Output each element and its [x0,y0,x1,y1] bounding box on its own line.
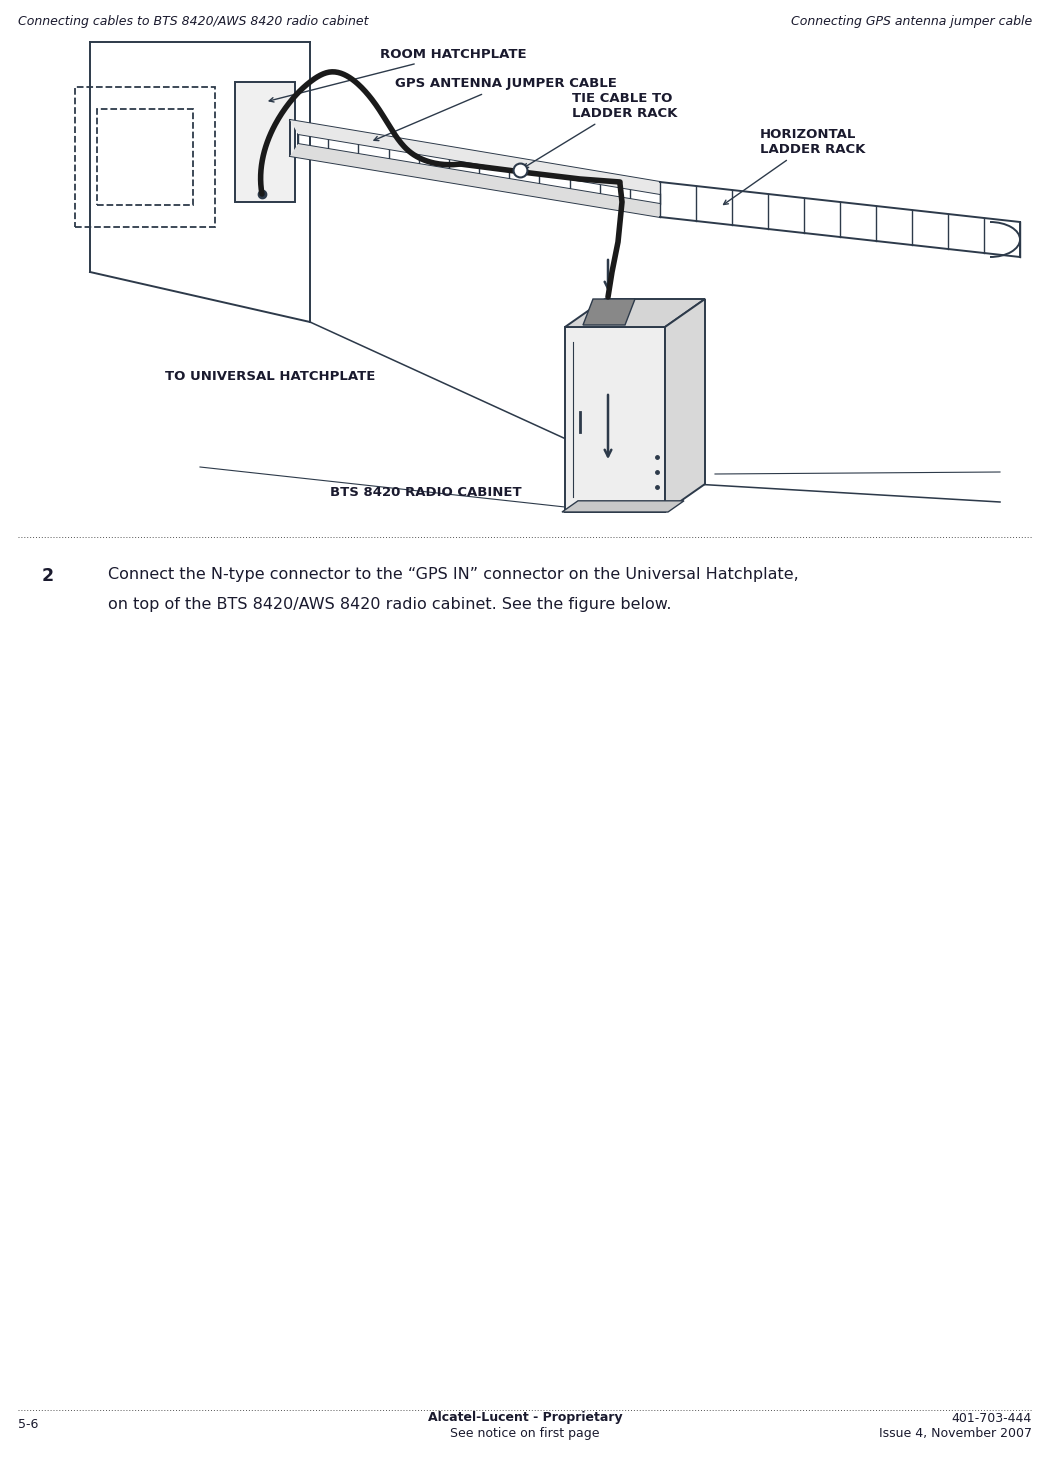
Text: GPS ANTENNA JUMPER CABLE: GPS ANTENNA JUMPER CABLE [374,78,617,141]
Polygon shape [290,144,660,216]
Text: Alcatel-Lucent - Proprietary: Alcatel-Lucent - Proprietary [427,1412,623,1425]
Text: Connect the N-type connector to the “GPS IN” connector on the Universal Hatchpla: Connect the N-type connector to the “GPS… [108,567,799,581]
Text: Issue 4, November 2007: Issue 4, November 2007 [879,1428,1032,1441]
Text: BTS 8420 RADIO CABINET: BTS 8420 RADIO CABINET [330,486,522,499]
Polygon shape [565,327,665,512]
Polygon shape [235,82,295,202]
Text: on top of the BTS 8420/AWS 8420 radio cabinet. See the figure below.: on top of the BTS 8420/AWS 8420 radio ca… [108,598,672,612]
Text: Connecting GPS antenna jumper cable: Connecting GPS antenna jumper cable [791,15,1032,28]
Text: TO UNIVERSAL HATCHPLATE: TO UNIVERSAL HATCHPLATE [165,371,376,384]
Polygon shape [665,299,705,512]
Text: See notice on first page: See notice on first page [450,1428,600,1441]
Polygon shape [565,299,705,327]
Polygon shape [290,121,660,194]
Text: TIE CABLE TO
LADDER RACK: TIE CABLE TO LADDER RACK [524,91,677,168]
Text: 5-6: 5-6 [18,1418,39,1431]
Text: Connecting cables to BTS 8420/AWS 8420 radio cabinet: Connecting cables to BTS 8420/AWS 8420 r… [18,15,369,28]
Text: 401-703-444: 401-703-444 [951,1412,1032,1425]
Text: 2: 2 [42,567,55,584]
Polygon shape [562,500,684,512]
Text: ROOM HATCHPLATE: ROOM HATCHPLATE [269,47,527,102]
Polygon shape [583,299,635,325]
Text: HORIZONTAL
LADDER RACK: HORIZONTAL LADDER RACK [723,128,865,205]
